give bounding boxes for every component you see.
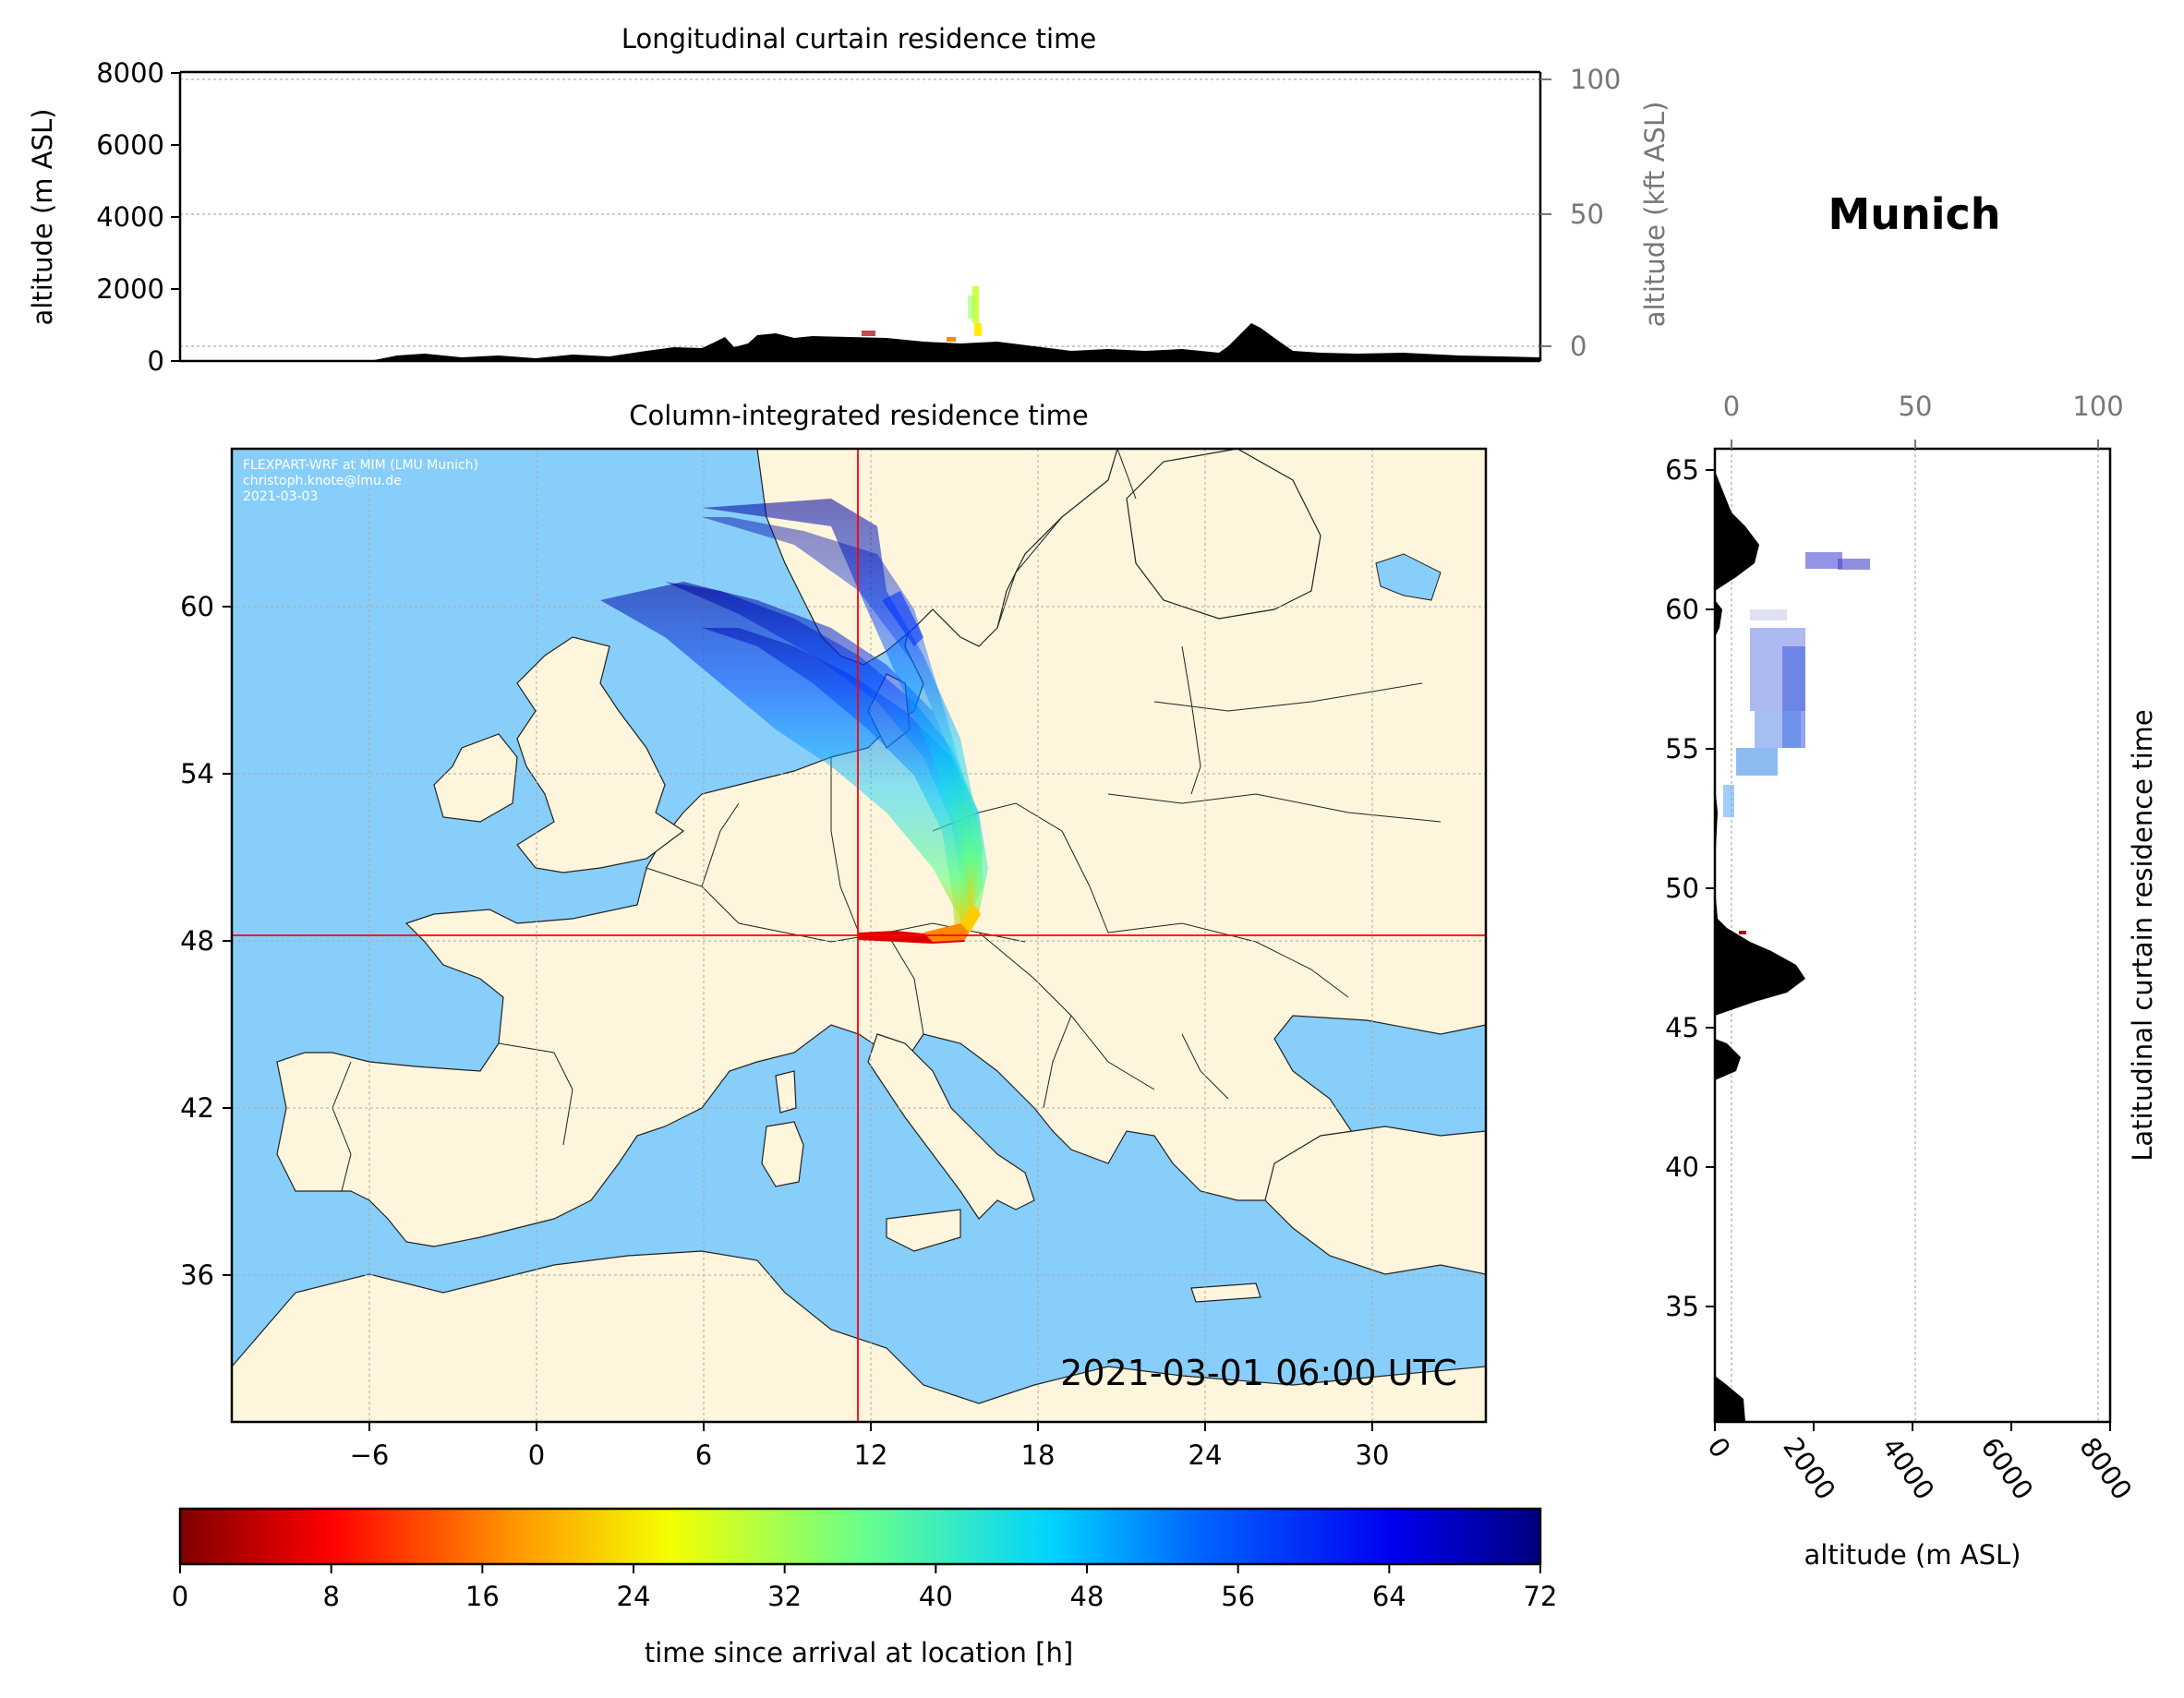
latitudinal-curtain-panel: 0 50 100 65 60 55 50 45 40 35 bbox=[1665, 391, 2158, 1571]
credit-line: 2021-03-03 bbox=[243, 489, 318, 504]
latitudinal-yaxis: 65 60 55 50 45 40 35 bbox=[1665, 454, 1715, 1322]
corsica bbox=[775, 1070, 797, 1114]
lon-tick-label: 24 bbox=[1189, 1439, 1223, 1471]
lon-tick-label: 12 bbox=[854, 1439, 888, 1471]
lon-tick-label: 0 bbox=[528, 1439, 545, 1471]
lat-tick-label: 45 bbox=[1665, 1012, 1699, 1043]
y-tick-label: 50 bbox=[1570, 199, 1604, 230]
x-tick-label: 6000 bbox=[1974, 1432, 2039, 1506]
lat-tick-label: 55 bbox=[1665, 733, 1699, 765]
sicily bbox=[886, 1209, 961, 1252]
lat-tick-label: 35 bbox=[1665, 1291, 1699, 1322]
x-tick-label: 0 bbox=[1723, 391, 1740, 422]
x-tick-label: 4000 bbox=[1876, 1432, 1940, 1506]
colorbar-label: time since arrival at location [h] bbox=[645, 1637, 1073, 1668]
lat-tick-label: 42 bbox=[180, 1092, 214, 1124]
location-title: Munich bbox=[1828, 189, 2000, 239]
lat-tick-label: 36 bbox=[180, 1259, 214, 1291]
lat-tick-label: 50 bbox=[1665, 873, 1699, 904]
y-tick-label: 0 bbox=[148, 345, 164, 377]
colorbar: 0 8 16 24 32 40 48 56 64 72 time since arrival at… bbox=[172, 1507, 1558, 1668]
y-tick-label: 100 bbox=[1570, 64, 1621, 95]
x-tick-label: 0 bbox=[1701, 1432, 1736, 1464]
credit-line: FLEXPART-WRF at MIM (LMU Munich) bbox=[243, 458, 478, 473]
map-credit: FLEXPART-WRF at MIM (LMU Munich) christo… bbox=[243, 458, 478, 504]
y-tick-label: 6000 bbox=[96, 129, 164, 161]
x-tick-label: 100 bbox=[2072, 391, 2123, 422]
colorbar-tick-label: 64 bbox=[1372, 1581, 1406, 1612]
longitudinal-terrain bbox=[180, 323, 1540, 361]
longitudinal-yaxis-left: 0 2000 4000 6000 8000 bbox=[96, 57, 180, 377]
lat-tick-label: 60 bbox=[1665, 594, 1699, 625]
map-panel: Column-integrated residence time bbox=[180, 400, 1488, 1471]
longitudinal-yaxis-right: 0 50 100 bbox=[1540, 64, 1621, 362]
x-tick-label: 50 bbox=[1899, 391, 1933, 422]
lake bbox=[1375, 553, 1442, 601]
finland bbox=[1126, 449, 1321, 620]
colorbar-tick-label: 8 bbox=[322, 1581, 339, 1612]
x-tick-label: 2000 bbox=[1777, 1432, 1841, 1506]
y-tick-label: 0 bbox=[1570, 331, 1587, 362]
lon-tick-label: 18 bbox=[1021, 1439, 1056, 1471]
map-title: Column-integrated residence time bbox=[629, 400, 1089, 431]
lon-tick-label: −6 bbox=[350, 1439, 390, 1471]
lat-tick-label: 40 bbox=[1665, 1151, 1699, 1183]
land bbox=[232, 449, 1486, 1422]
colorbar-tick-label: 48 bbox=[1070, 1581, 1104, 1612]
ireland bbox=[433, 733, 518, 823]
country-borders bbox=[332, 449, 1442, 1192]
longitudinal-ylabel-left: altitude (m ASL) bbox=[27, 109, 58, 326]
longitudinal-title: Longitudinal curtain residence time bbox=[621, 23, 1096, 54]
colorbar-tick-label: 72 bbox=[1524, 1581, 1558, 1612]
map-xaxis: −6 0 6 12 18 24 30 bbox=[350, 1422, 1390, 1471]
latitudinal-xaxis-top: 0 50 100 bbox=[1723, 391, 2124, 449]
lon-tick-label: 6 bbox=[695, 1439, 712, 1471]
x-tick-label: 8000 bbox=[2073, 1432, 2138, 1506]
lat-tick-label: 60 bbox=[180, 591, 214, 622]
longitudinal-curtain-panel: Longitudinal curtain residence time 0 20… bbox=[27, 23, 1671, 377]
colorbar-tick-label: 32 bbox=[767, 1581, 802, 1612]
latitudinal-ylabel: Latitudinal curtain residence time bbox=[2127, 709, 2158, 1162]
latitudinal-frame bbox=[1713, 447, 2112, 1424]
y-tick-label: 4000 bbox=[96, 201, 164, 233]
y-tick-label: 2000 bbox=[96, 273, 164, 305]
map-timestamp: 2021-03-01 06:00 UTC bbox=[1060, 1353, 1457, 1393]
latitudinal-terrain bbox=[1715, 449, 1805, 1422]
latitudinal-residence-blobs bbox=[1723, 552, 1870, 934]
colorbar-tick-label: 24 bbox=[617, 1581, 651, 1612]
longitudinal-ylabel-right: altitude (kft ASL) bbox=[1639, 102, 1671, 328]
lat-tick-label: 65 bbox=[1665, 454, 1699, 486]
lon-tick-label: 30 bbox=[1356, 1439, 1390, 1471]
lat-tick-label: 54 bbox=[180, 758, 214, 789]
latitudinal-xaxis-bottom: 0 2000 4000 6000 8000 bbox=[1701, 1422, 2138, 1505]
turkey bbox=[1264, 1126, 1486, 1275]
colorbar-gradient bbox=[178, 1507, 1542, 1566]
residence-plume bbox=[600, 499, 988, 944]
credit-line: christoph.knote@lmu.de bbox=[243, 474, 402, 488]
great-britain bbox=[516, 636, 685, 873]
curtain-blob-red bbox=[862, 331, 875, 336]
y-tick-label: 8000 bbox=[96, 57, 164, 89]
north-africa bbox=[232, 1250, 1486, 1422]
crete bbox=[1190, 1283, 1261, 1303]
colorbar-tick-label: 16 bbox=[465, 1581, 500, 1612]
map-frame bbox=[230, 447, 1488, 1424]
sardinia bbox=[761, 1121, 804, 1187]
lat-tick-label: 48 bbox=[180, 925, 214, 957]
colorbar-tick-label: 40 bbox=[919, 1581, 953, 1612]
colorbar-tick-label: 0 bbox=[172, 1581, 188, 1612]
map-yaxis: 60 54 48 42 36 bbox=[180, 591, 232, 1291]
curtain-blob-green bbox=[972, 286, 979, 323]
latitudinal-xlabel: altitude (m ASL) bbox=[1804, 1539, 2021, 1571]
colorbar-tick-label: 56 bbox=[1221, 1581, 1255, 1612]
